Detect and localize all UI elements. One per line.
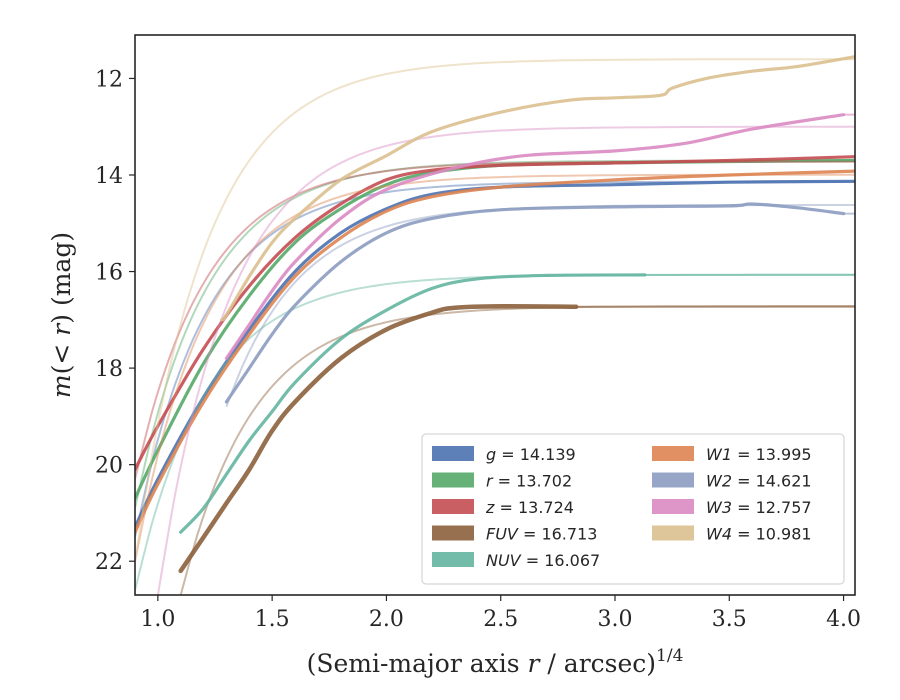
series-line-W3 — [224, 113, 846, 360]
y-axis: 12 14 16 18 20 22 — [95, 67, 135, 575]
y-tick-label: 14 — [95, 164, 123, 189]
legend-label-FUV: FUV = 16.713 — [486, 525, 597, 544]
x-tick-label: 2.5 — [483, 607, 518, 632]
legend-label-g: g = 14.139 — [486, 445, 576, 464]
legend-swatch-W2 — [652, 472, 694, 488]
legend: g = 14.139 r = 13.702 z = 13.724 FUV = 16.7… — [421, 433, 845, 585]
series-line-FUV — [178, 304, 579, 574]
series-layer — [135, 55, 855, 595]
legend-swatch-r — [432, 472, 474, 488]
y-axis-title: m(< r) (mag) — [47, 232, 76, 398]
legend-label-W4: W4 = 10.981 — [706, 525, 812, 544]
legend-label-NUV: NUV = 16.067 — [486, 551, 600, 570]
y-tick-label: 20 — [95, 454, 123, 479]
x-tick-label: 3.5 — [712, 607, 747, 632]
legend-swatch-NUV — [432, 552, 474, 567]
y-tick-label: 18 — [95, 357, 123, 382]
x-tick-label: 4.0 — [826, 607, 861, 632]
series-model-curve-W4 — [135, 58, 855, 562]
plot-frame — [134, 34, 856, 596]
y-tick-label: 16 — [95, 261, 123, 286]
x-tick-label: 1.5 — [255, 607, 290, 632]
legend-label-W3: W3 = 12.757 — [706, 498, 812, 517]
x-axis-title: (Semi-major axis r / arcsec)1/4 — [307, 646, 684, 678]
legend-swatch-W3 — [652, 499, 694, 514]
legend-label-W1: W1 = 13.995 — [706, 445, 812, 464]
x-tick-label: 3.0 — [598, 607, 633, 632]
legend-swatch-W1 — [652, 446, 694, 461]
legend-box — [421, 433, 845, 585]
y-tick-label: 22 — [95, 550, 123, 575]
x-tick-label: 1.0 — [140, 607, 175, 632]
series-model-curve-W3 — [156, 125, 855, 595]
series-line-W4 — [220, 55, 855, 322]
legend-label-r: r = 13.702 — [486, 472, 572, 491]
series-clip — [135, 55, 855, 595]
legend-swatch-g — [432, 446, 474, 461]
legend-swatch-z — [432, 499, 474, 514]
series-line-g — [135, 179, 855, 529]
series-line-W2 — [224, 202, 846, 404]
series-line-z — [135, 155, 855, 472]
y-tick-label: 12 — [95, 67, 123, 92]
x-tick-label: 2.0 — [369, 607, 404, 632]
x-axis: 1.0 1.5 2.0 2.5 3.0 3.5 4.0 — [140, 595, 861, 632]
legend-swatch-W4 — [652, 525, 694, 541]
legend-swatch-FUV — [432, 525, 474, 541]
legend-label-W2: W2 = 14.621 — [706, 472, 812, 491]
series-line-NUV — [179, 273, 647, 534]
legend-label-z: z = 13.724 — [485, 498, 574, 517]
series-line-W1 — [135, 169, 855, 534]
